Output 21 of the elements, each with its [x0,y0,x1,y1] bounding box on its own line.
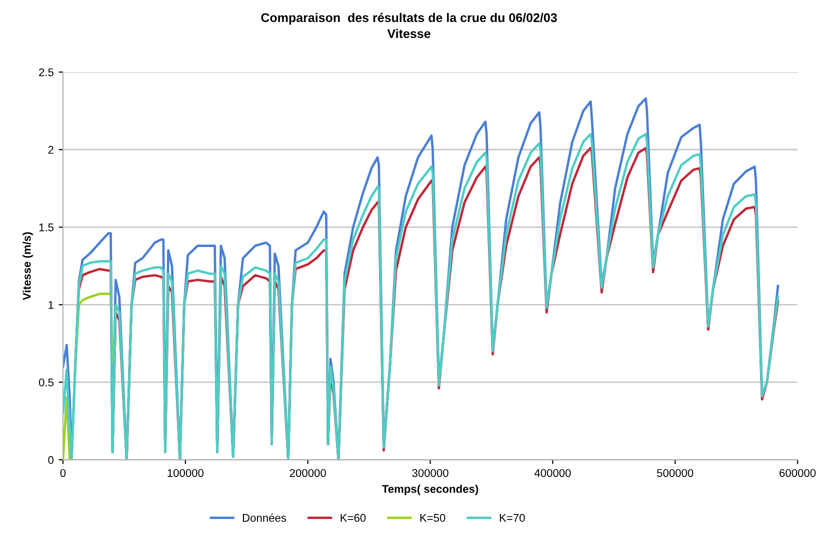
y-tick-label: 2 [48,146,54,154]
chart-title: Comparaison des résultats de la crue du 06/02/03 [261,12,557,25]
y-axis-title: Vitesse (m/s) [22,232,33,300]
legend-label: K=50 [420,514,446,522]
x-tick-label: 400000 [534,469,571,477]
legend-label: K=70 [500,514,525,522]
y-tick-label: 0 [48,456,54,464]
legend-label: K=60 [340,514,366,522]
x-tick-label: 300000 [412,469,448,477]
chart-subtitle: Vitesse [387,28,430,38]
legend-label: Données [242,514,286,522]
x-tick-label: 0 [60,469,66,477]
y-tick-label: 0.5 [38,378,54,386]
x-tick-label: 600000 [780,469,816,477]
x-tick-label: 100000 [168,469,204,477]
x-tick-label: 200000 [290,469,326,477]
x-tick-label: 500000 [657,469,694,477]
y-tick-label: 1.5 [39,224,54,232]
x-axis-title: Temps( secondes) [382,484,478,496]
y-tick-label: 2.5 [39,68,54,76]
y-tick-label: 1 [48,301,54,309]
